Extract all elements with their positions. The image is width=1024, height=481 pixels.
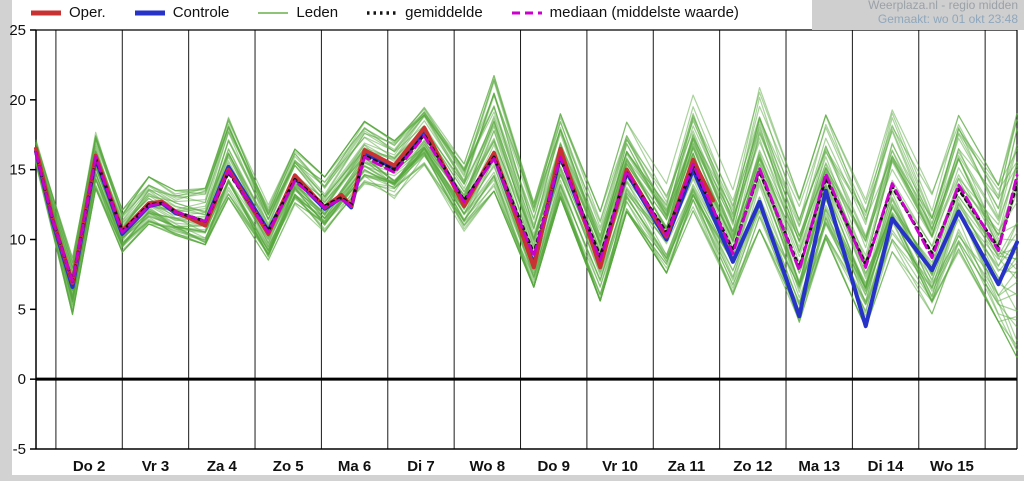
chart-header: Weerplaza.nl - regio midden Gemaakt: wo …	[812, 0, 1024, 30]
legend-line-sample-icon	[367, 10, 398, 15]
day-label: Wo 15	[930, 458, 974, 475]
y-axis-labels: -5 0 5 10 15 20 25	[9, 22, 36, 458]
ensemble-member-line	[35, 112, 1018, 303]
legend-line-sample-icon	[511, 11, 542, 14]
ensemble-member-line	[35, 79, 1018, 275]
ensemble-member-line	[35, 106, 1018, 270]
series-line-mediaan-middelste-waarde	[34, 134, 1019, 283]
source-title: Weerplaza.nl - regio midden	[868, 0, 1018, 12]
legend-item-gemiddelde: gemiddelde	[366, 4, 483, 21]
day-label: Ma 13	[798, 458, 840, 475]
ensemble-member-line	[35, 140, 1018, 312]
legend-item-oper: Oper.	[30, 4, 106, 21]
generated-timestamp: Gemaakt: wo 01 okt 23:48	[877, 12, 1018, 26]
day-label: Zo 5	[273, 458, 304, 475]
legend-item-leden: Leden	[257, 4, 338, 21]
y-tick-label: 0	[18, 371, 26, 388]
x-axis-day-labels: Do 2 Vr 3 Za 4 Zo 5 Ma 6 Di 7 Wo 8 Do 9 Vr 10 Za …	[73, 458, 974, 475]
legend-line-sample-icon	[134, 10, 165, 15]
ensemble-member-line	[35, 92, 1018, 358]
legend-item-mediaan-middelste-waarde: mediaan (middelste waarde)	[511, 4, 739, 21]
legend-line-sample-icon	[258, 11, 289, 14]
legend-label: gemiddelde	[405, 4, 483, 21]
day-label: Zo 12	[733, 458, 772, 475]
day-label: Di 7	[407, 458, 435, 475]
main-series-lines	[34, 125, 1019, 329]
legend-label: mediaan (middelste waarde)	[549, 4, 739, 21]
y-tick-label: 20	[9, 92, 26, 109]
day-label: Za 11	[668, 458, 706, 475]
y-tick-label: 5	[18, 301, 26, 318]
legend-label: Oper.	[69, 4, 106, 21]
day-label: Di 14	[868, 458, 905, 475]
day-label: Wo 8	[470, 458, 506, 475]
ensemble-member-lines	[35, 74, 1018, 358]
ensemble-member-line	[35, 142, 1018, 305]
y-tick-label: 15	[9, 162, 26, 179]
day-label: Vr 3	[142, 458, 170, 475]
legend-label: Leden	[296, 4, 339, 21]
y-tick-label: 25	[9, 22, 26, 39]
legend-line-sample-icon	[31, 10, 61, 15]
day-label: Ma 6	[338, 458, 371, 475]
ensemble-member-line	[35, 105, 1018, 264]
chart-legend: Oper. Controle Leden gemiddelde mediaan (mid…	[30, 4, 739, 21]
day-label: Vr 10	[602, 458, 638, 475]
y-tick-label: 10	[9, 232, 26, 249]
day-label: Do 9	[537, 458, 570, 475]
ensemble-member-line	[35, 112, 1018, 269]
y-tick-label: -5	[13, 441, 26, 458]
day-label: Za 4	[207, 458, 238, 475]
day-label: Do 2	[73, 458, 106, 475]
legend-label: Controle	[172, 4, 230, 21]
legend-item-controle: Controle	[134, 4, 230, 21]
ensemble-member-line	[35, 108, 1018, 285]
